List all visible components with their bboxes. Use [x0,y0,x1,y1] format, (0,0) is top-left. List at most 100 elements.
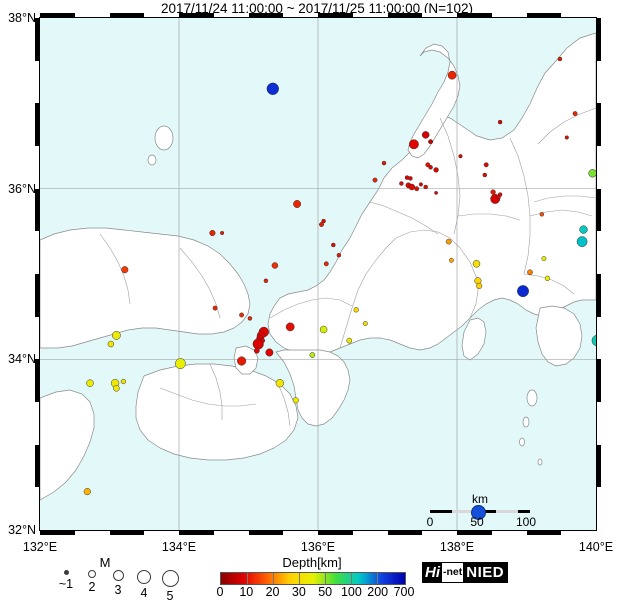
map-graphics [40,18,596,530]
epicenter-marker[interactable] [408,183,416,191]
epicenter-marker[interactable] [399,181,404,186]
epicenter-marker[interactable] [476,282,483,289]
scale-bar-gap-left [452,510,474,513]
depth-tick-label: 10 [239,585,254,599]
epicenter-marker[interactable] [331,242,336,248]
epicenter-marker[interactable] [408,176,413,181]
epicenter-marker[interactable] [175,358,186,369]
depth-tick-label: 100 [340,585,362,599]
frame-tick-segment [35,487,40,530]
magnitude-legend: M ~1 2 3 4 5 [30,555,180,604]
epicenter-marker[interactable] [421,131,430,139]
epicenter-marker[interactable] [539,212,545,217]
epicenter-marker[interactable] [353,307,359,313]
frame-tick-segment [248,530,284,535]
epicenter-marker[interactable] [483,162,489,168]
frame-tick-segment [526,13,562,18]
axis-label-lat-32: 32°N [8,523,36,537]
magnitude-legend-label: 5 [166,589,174,603]
epicenter-marker[interactable] [253,347,260,354]
epicenter-marker[interactable] [220,230,225,236]
epicenter-marker[interactable] [408,139,419,150]
epicenter-marker[interactable] [414,186,420,192]
epicenter-marker[interactable] [579,225,588,234]
epicenter-marker[interactable] [112,331,121,340]
epicenter-marker[interactable] [434,191,438,195]
epicenter-marker[interactable] [83,488,91,496]
epicenter-marker[interactable] [362,321,368,326]
epicenter-marker[interactable] [309,352,316,358]
epicenter-marker[interactable] [319,222,324,227]
epicenter-marker[interactable] [121,266,129,274]
epicenter-marker[interactable] [517,285,529,298]
epicenter-marker[interactable] [490,189,496,195]
epicenter-marker[interactable] [86,379,94,387]
epicenter-marker[interactable] [428,139,434,145]
epicenter-marker[interactable] [576,236,588,247]
epicenter-marker[interactable] [239,312,245,318]
epicenter-marker[interactable] [557,56,563,62]
frame-tick-segment [596,146,601,189]
frame-tick-segment [387,530,423,535]
epicenter-marker[interactable] [428,165,433,170]
epicenter-marker[interactable] [445,238,452,245]
epicenter-marker[interactable] [497,119,503,125]
epicenter-marker[interactable] [323,261,329,267]
epicenter-marker[interactable] [372,177,378,183]
epicenter-marker[interactable] [265,348,274,357]
epicenter-marker[interactable] [237,356,247,366]
frame-tick-segment [109,530,145,535]
frame-tick-segment [35,402,40,445]
epicenter-marker[interactable] [275,379,284,388]
epicenter-marker[interactable] [266,82,279,95]
epicenter-marker[interactable] [541,256,547,262]
epicenter-marker[interactable] [588,169,596,178]
frame-tick-segment [213,13,249,18]
epicenter-marker[interactable] [321,218,326,224]
epicenter-marker[interactable] [423,184,428,190]
epicenter-marker[interactable] [482,172,488,178]
scale-bar-unit: km [472,492,488,506]
epicenter-marker[interactable] [418,182,423,187]
epicenter-marker[interactable] [591,335,596,347]
map-canvas[interactable] [40,18,596,530]
frame-tick-segment [457,13,492,18]
frame-tick-segment [596,274,601,317]
epicenter-marker[interactable] [447,70,457,80]
epicenter-marker[interactable] [263,278,269,284]
epicenter-marker[interactable] [346,337,353,344]
epicenter-marker[interactable] [564,135,569,140]
epicenter-marker[interactable] [544,275,551,281]
epicenter-marker[interactable] [107,340,115,348]
frame-tick-segment [596,231,601,274]
depth-legend: Depth[km] 0 10 20 30 50 100 200 700 [212,555,415,604]
epicenter-marker[interactable] [113,385,120,392]
frame-tick-segment [35,274,40,317]
epicenter-marker[interactable] [527,269,533,276]
map-plot-area[interactable] [35,13,601,535]
epicenter-marker[interactable] [271,262,279,269]
epicenter-marker[interactable] [285,322,295,332]
depth-tick-label: 20 [265,585,280,599]
epicenter-marker[interactable] [496,195,501,200]
epicenter-marker[interactable] [247,316,253,321]
epicenter-marker[interactable] [293,200,302,208]
epicenter-marker[interactable] [292,397,299,404]
magnitude-legend-item: ~1 [52,570,80,591]
epicenter-marker[interactable] [319,325,328,334]
depth-tick-label: 30 [291,585,306,599]
scale-tick-100: 100 [515,515,537,529]
magnitude-legend-item: 2 [78,570,106,594]
epicenter-marker[interactable] [458,154,463,159]
epicenter-marker[interactable] [572,111,578,117]
epicenter-marker[interactable] [472,260,481,268]
epicenter-marker[interactable] [120,378,127,385]
epicenter-marker[interactable] [336,252,342,258]
epicenter-marker[interactable] [433,167,439,173]
epicenter-marker[interactable] [212,305,218,311]
frame-tick-segment [283,530,318,535]
epicenter-marker[interactable] [448,257,454,263]
epicenter-marker[interactable] [209,229,216,237]
epicenter-marker[interactable] [252,338,264,350]
epicenter-marker[interactable] [381,160,387,166]
